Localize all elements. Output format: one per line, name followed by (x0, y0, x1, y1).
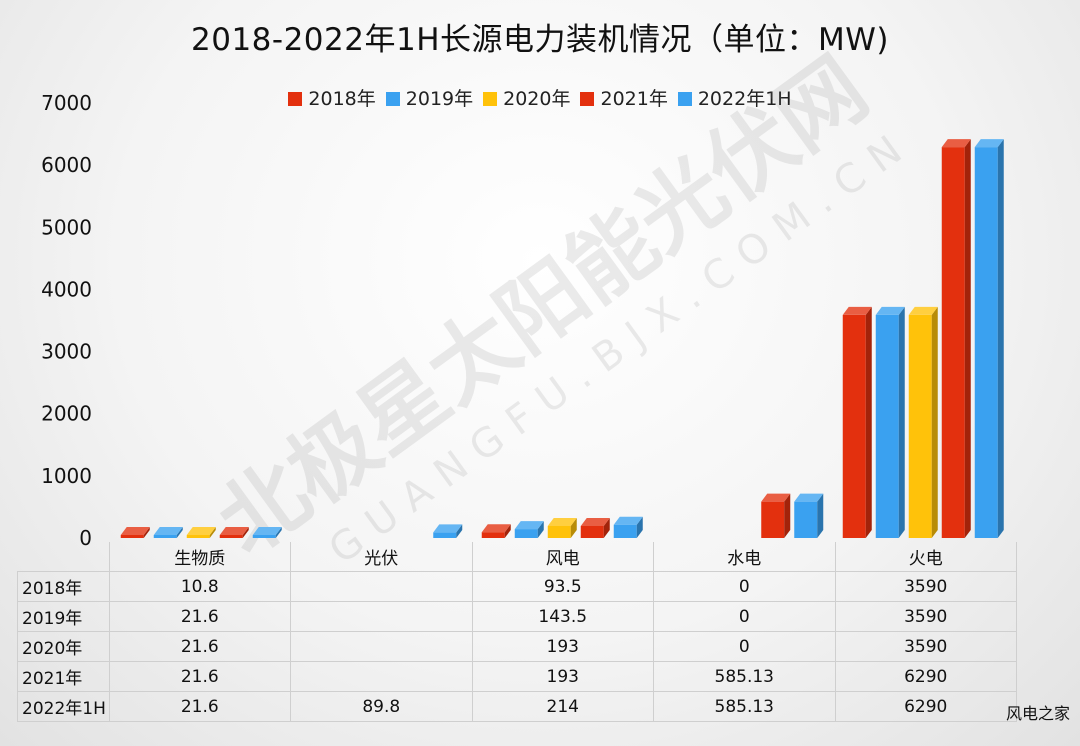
legend-label: 2022年1H (697, 88, 792, 110)
legend-label: 2020年 (503, 88, 571, 110)
bar (613, 516, 643, 538)
table-cell: 6290 (834, 661, 1017, 692)
bar (547, 518, 577, 538)
source-logo-text: 风电之家 (1005, 704, 1070, 723)
bar (908, 306, 938, 538)
legend-item: 2020年 (483, 84, 570, 111)
bar (761, 493, 791, 538)
table-row-header: 2022年1H (17, 691, 110, 722)
y-tick-label: 6000 (41, 153, 92, 177)
table-column-header: 水电 (653, 542, 836, 572)
table-cell: 21.6 (108, 691, 291, 722)
table-row-header: 2019年 (17, 601, 110, 632)
bar (974, 139, 1004, 538)
table-cell (290, 661, 473, 692)
bar (153, 527, 183, 538)
legend-swatch (677, 92, 692, 106)
legend-item: 2018年 (288, 84, 376, 111)
table-column-header: 生物质 (108, 542, 291, 572)
table-cell: 193 (471, 631, 654, 662)
table-row: 2022年1H 21.6 89.8 214 585.13 6290 (17, 691, 1017, 722)
bar (941, 139, 971, 538)
chart-legend: 2018年 2019年 2020年 2021年 2022年1H (0, 84, 1080, 111)
table-row: 2019年 21.6 143.5 0 3590 (17, 601, 1017, 632)
table-cell: 0 (653, 631, 836, 662)
table-column-header: 火电 (834, 542, 1017, 572)
bar (219, 527, 249, 538)
table-cell: 0 (653, 571, 836, 602)
legend-swatch (580, 92, 595, 106)
bar (120, 527, 150, 538)
bar (514, 521, 544, 538)
legend-item: 2019年 (385, 84, 474, 111)
table-header-row: 生物质 光伏 风电 水电 火电 (18, 542, 1017, 572)
table-cell: 21.6 (108, 631, 291, 662)
y-tick-label: 5000 (41, 215, 92, 239)
bar (842, 306, 872, 538)
bars (120, 139, 1004, 538)
table-cell: 193 (471, 661, 654, 692)
table-cell: 3590 (834, 631, 1017, 662)
table-cell: 21.6 (108, 601, 291, 632)
watermark-text: 北极星太阳能光伏网 (200, 39, 885, 560)
bar (186, 527, 216, 538)
legend-swatch (385, 92, 400, 106)
legend-swatch (483, 92, 498, 106)
table-cell (290, 631, 473, 662)
table-cell: 3590 (834, 571, 1017, 602)
y-axis: 0 1000 2000 3000 4000 5000 6000 7000 (41, 91, 92, 550)
table-row-header: 2018年 (17, 571, 110, 602)
table-cell: 585.13 (653, 691, 836, 722)
table-cell: 585.13 (653, 661, 836, 692)
table-row: 2020年 21.6 193 0 3590 (17, 631, 1017, 662)
table-row: 2021年 21.6 193 585.13 6290 (17, 661, 1017, 692)
chart-title: 2018-2022年1H长源电力装机情况（单位：MW) (191, 22, 889, 58)
legend-label: 2021年 (600, 88, 668, 110)
table-column-header: 风电 (471, 542, 654, 572)
y-tick-label: 2000 (41, 402, 92, 426)
table-body: 2018年 10.8 93.5 0 3590 2019年 21.6 143.5 0 3590 202… (17, 571, 1017, 722)
table-row-header: 2021年 (17, 661, 110, 692)
bar (794, 493, 824, 538)
bar (252, 527, 282, 538)
y-tick-label: 7000 (41, 91, 92, 115)
legend-label: 2019年 (405, 88, 474, 110)
data-table: 生物质 光伏 风电 水电 火电 2018年 10.8 93.5 0 3590 2019年 21.6 1… (17, 542, 1017, 722)
table-cell: 89.8 (290, 691, 473, 722)
legend-label: 2018年 (308, 88, 376, 110)
table-cell: 93.5 (471, 571, 654, 602)
bar (481, 524, 511, 538)
legend-item: 2021年 (580, 84, 668, 111)
table-cell: 21.6 (108, 661, 291, 692)
table-corner (18, 542, 110, 572)
y-tick-label: 0 (79, 526, 92, 550)
table-cell (290, 571, 473, 602)
y-tick-label: 1000 (41, 464, 92, 488)
legend-item: 2022年1H (677, 84, 792, 111)
table-row: 2018年 10.8 93.5 0 3590 (17, 571, 1017, 602)
table-cell: 214 (471, 691, 654, 722)
table-cell (290, 601, 473, 632)
table-cell: 3590 (834, 601, 1017, 632)
y-tick-label: 3000 (41, 340, 92, 364)
y-tick-label: 4000 (41, 277, 92, 301)
table-cell: 10.8 (108, 571, 291, 602)
bar (433, 524, 463, 538)
bar (875, 306, 905, 538)
table-cell: 6290 (834, 691, 1017, 722)
table-cell: 0 (653, 601, 836, 632)
table-row-header: 2020年 (17, 631, 110, 662)
table-column-header: 光伏 (290, 542, 473, 572)
table-cell: 143.5 (471, 601, 654, 632)
legend-swatch (288, 92, 303, 106)
bar (580, 518, 610, 538)
